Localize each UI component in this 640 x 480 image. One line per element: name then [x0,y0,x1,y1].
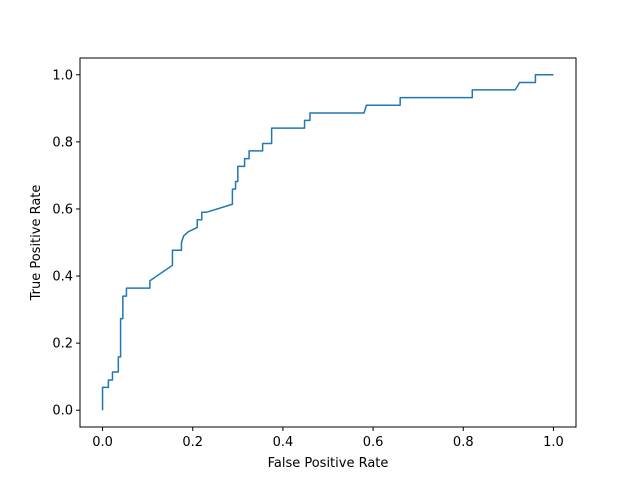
y-tick-label: 0.4 [52,270,73,285]
x-tick-label: 0.0 [92,435,113,450]
y-tick-label: 0.8 [52,135,73,150]
x-axis-title: False Positive Rate [268,456,389,471]
y-tick-label: 0.0 [52,404,73,419]
y-axis-title: True Positive Rate [29,185,44,302]
x-axis: 0.0 0.2 0.4 0.6 0.8 1.0 [92,427,564,450]
x-tick-label: 0.6 [363,435,384,450]
y-tick-label: 0.2 [52,337,73,352]
x-tick-label: 0.2 [182,435,203,450]
x-tick-label: 0.8 [453,435,474,450]
plot-area [101,74,554,411]
x-tick-label: 0.4 [273,435,294,450]
y-axis: 0.0 0.2 0.4 0.6 0.8 1.0 [52,68,80,419]
y-tick-label: 1.0 [52,68,73,83]
plot-frame [79,57,577,428]
y-tick-label: 0.6 [52,202,73,217]
x-tick-label: 1.0 [543,435,564,450]
roc-curve-line [101,74,554,411]
